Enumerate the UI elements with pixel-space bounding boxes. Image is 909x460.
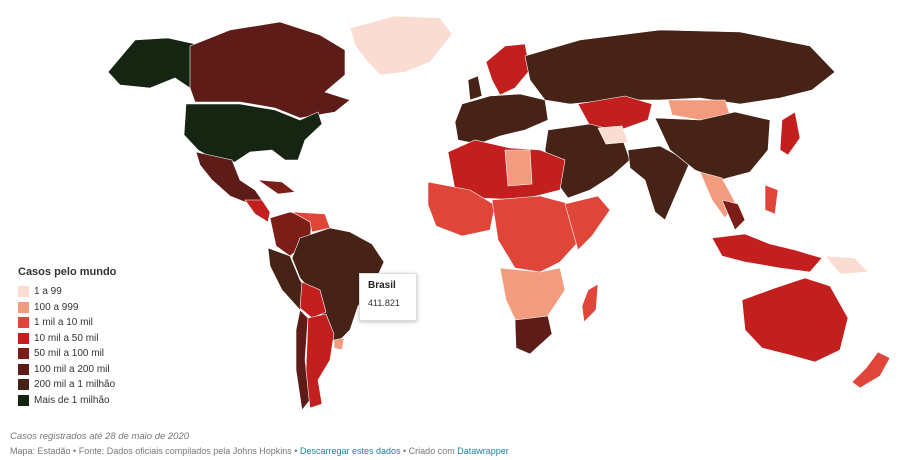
legend: Casos pelo mundo 1 a 99 100 a 999 1 mil a …	[18, 266, 116, 408]
tooltip-country: Brasil	[368, 280, 396, 291]
country-india[interactable]	[627, 145, 691, 221]
legend-item: 1 mil a 10 mil	[18, 315, 116, 331]
legend-item: 50 mil a 100 mil	[18, 346, 116, 362]
download-data-link[interactable]: Descarregar estes dados	[299, 446, 401, 456]
legend-swatch	[18, 332, 29, 344]
country-australia[interactable]	[741, 277, 849, 363]
footer: Casos registrados até 28 de maio de 2020…	[10, 431, 509, 456]
legend-label: 100 mil a 200 mil	[34, 363, 110, 375]
legend-label: 10 mil a 50 mil	[34, 332, 99, 344]
legend-swatch	[18, 379, 29, 391]
legend-swatch	[18, 317, 29, 329]
country-philippines[interactable]	[764, 184, 779, 215]
legend-swatch	[18, 363, 29, 375]
region-east-africa[interactable]	[564, 195, 611, 251]
country-libya[interactable]	[504, 149, 533, 187]
created-with-text: • Criado com	[400, 446, 458, 456]
legend-swatch	[18, 286, 29, 298]
country-russia[interactable]	[524, 29, 836, 105]
country-china[interactable]	[654, 111, 771, 181]
world-map	[107, 15, 891, 411]
country-canada[interactable]	[189, 21, 351, 119]
footer-caption: Casos registrados até 28 de maio de 2020	[10, 431, 190, 442]
source-prefix: Mapa: Estadão • Fonte: Dados oficiais co…	[10, 446, 300, 456]
footer-source: Mapa: Estadão • Fonte: Dados oficiais co…	[10, 446, 509, 456]
country-uruguay[interactable]	[333, 337, 345, 351]
country-madagascar[interactable]	[581, 283, 599, 323]
legend-item: 1 a 99	[18, 284, 116, 300]
tooltip-value: 411.821	[368, 298, 400, 308]
legend-item: 10 mil a 50 mil	[18, 331, 116, 347]
country-greenland[interactable]	[349, 15, 453, 76]
legend-label: 1 a 99	[34, 286, 62, 298]
country-papua-new-guinea[interactable]	[824, 255, 869, 275]
region-caribbean[interactable]	[256, 179, 296, 195]
legend-swatch	[18, 301, 29, 313]
region-west-africa[interactable]	[427, 181, 496, 237]
legend-item: 100 a 999	[18, 300, 116, 316]
legend-item: 200 mil a 1 milhão	[18, 377, 116, 393]
legend-label: 1 mil a 10 mil	[34, 317, 93, 329]
region-central-africa[interactable]	[491, 195, 591, 273]
country-venezuela[interactable]	[291, 211, 331, 233]
region-western-europe[interactable]	[454, 93, 549, 145]
legend-swatch	[18, 348, 29, 360]
country-argentina[interactable]	[305, 313, 335, 409]
country-indonesia[interactable]	[711, 233, 823, 273]
country-alaska[interactable]	[107, 37, 196, 89]
legend-label: 200 mil a 1 milhão	[34, 379, 116, 391]
country-uk[interactable]	[467, 75, 483, 101]
country-new-zealand[interactable]	[851, 351, 891, 389]
legend-label: 100 a 999	[34, 301, 79, 313]
region-central-america[interactable]	[244, 199, 271, 223]
legend-title: Casos pelo mundo	[18, 266, 117, 278]
region-central-asia[interactable]	[597, 125, 629, 145]
datawrapper-link[interactable]: Datawrapper	[457, 446, 509, 456]
legend-swatch	[18, 394, 29, 406]
region-indochina[interactable]	[721, 199, 746, 231]
country-mexico[interactable]	[195, 151, 263, 203]
map-tooltip: Brasil 411.821	[359, 273, 417, 321]
country-south-africa[interactable]	[514, 315, 553, 355]
legend-label: 50 mil a 100 mil	[34, 348, 105, 360]
country-japan[interactable]	[779, 111, 801, 156]
region-scandinavia[interactable]	[485, 43, 531, 96]
legend-item: 100 mil a 200 mil	[18, 362, 116, 378]
country-bolivia[interactable]	[299, 281, 327, 319]
legend-label: Mais de 1 milhão	[34, 394, 110, 406]
legend-item: Mais de 1 milhão	[18, 393, 116, 409]
